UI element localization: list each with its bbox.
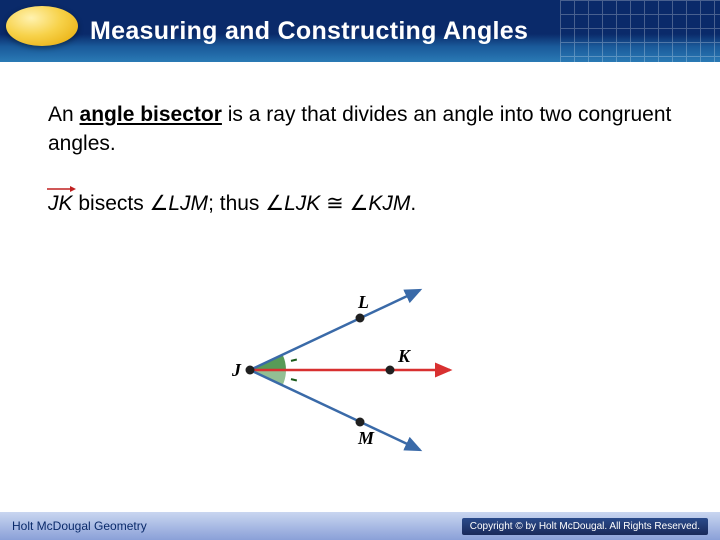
angle-kjm: KJM: [368, 192, 410, 215]
footer-left-text: Holt McDougal Geometry: [12, 519, 147, 533]
content-area: An angle bisector is a ray that divides …: [48, 100, 672, 218]
svg-text:L: L: [357, 292, 369, 312]
header-grid-decor: [560, 0, 720, 62]
svg-text:J: J: [231, 360, 242, 380]
definition-text: An angle bisector is a ray that divides …: [48, 100, 672, 159]
footer-copyright: Copyright © by Holt McDougal. All Rights…: [462, 518, 708, 535]
svg-text:M: M: [357, 428, 375, 448]
svg-text:K: K: [397, 346, 412, 366]
bisector-statement: JK bisects ∠LJM; thus ∠LJK ≅ ∠KJM.: [48, 189, 672, 218]
angle-symbol-3: ∠: [350, 192, 369, 215]
ray-arrow-icon: [46, 185, 76, 193]
page-title: Measuring and Constructing Angles: [90, 17, 528, 46]
def-prefix: An: [48, 103, 80, 126]
angle-ljm: LJM: [168, 192, 208, 215]
header-oval-icon: [6, 6, 78, 46]
angle-symbol-2: ∠: [265, 192, 284, 215]
footer-bar: Holt McDougal Geometry Copyright © by Ho…: [0, 512, 720, 540]
ray-jk: JK: [48, 189, 73, 218]
header-bar: Measuring and Constructing Angles: [0, 0, 720, 62]
ray-label: JK: [48, 192, 73, 215]
angle-symbol-1: ∠: [150, 192, 169, 215]
bisector-diagram: J L K M: [230, 280, 490, 460]
def-term: angle bisector: [80, 103, 222, 126]
stmt-mid1: bisects: [73, 192, 150, 215]
angle-ljk: LJK: [284, 192, 320, 215]
stmt-end: .: [410, 192, 416, 215]
congruent-symbol: ≅: [320, 192, 349, 215]
stmt-mid2: ; thus: [208, 192, 265, 215]
